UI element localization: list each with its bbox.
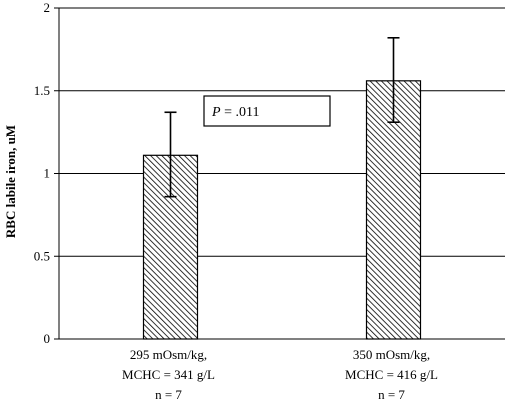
x-category-label: n = 7 (378, 387, 405, 402)
y-tick-label: 1 (44, 166, 51, 181)
x-category-label: MCHC = 341 g/L (122, 367, 215, 382)
x-category-label: n = 7 (155, 387, 182, 402)
annotation-box (203, 95, 331, 127)
bars (142, 36, 422, 340)
x-category-label: 295 mOsm/kg, (130, 347, 207, 362)
y-tick-label: 1.5 (34, 83, 50, 98)
labels: 0 0.5 1 1.5 2 295 mOsm/kg, MCHC = 341 g/L n = 7… (3, 0, 438, 402)
p-value: = .011 (221, 105, 260, 120)
axes (54, 7, 505, 340)
p-value-annotation: P = .011 (203, 95, 331, 127)
y-tick-label: 2 (44, 0, 51, 15)
annotation-text: P = .011 (211, 105, 259, 120)
y-tick-label: 0 (44, 331, 51, 346)
x-category-label: MCHC = 416 g/L (345, 367, 438, 382)
y-axis-title: RBC labile iron, uM (3, 125, 18, 238)
gridlines (59, 7, 505, 257)
x-category-label: 350 mOsm/kg, (353, 347, 430, 362)
p-symbol: P (211, 105, 221, 120)
bar (365, 80, 422, 340)
y-tick-label: 0.5 (34, 248, 50, 263)
